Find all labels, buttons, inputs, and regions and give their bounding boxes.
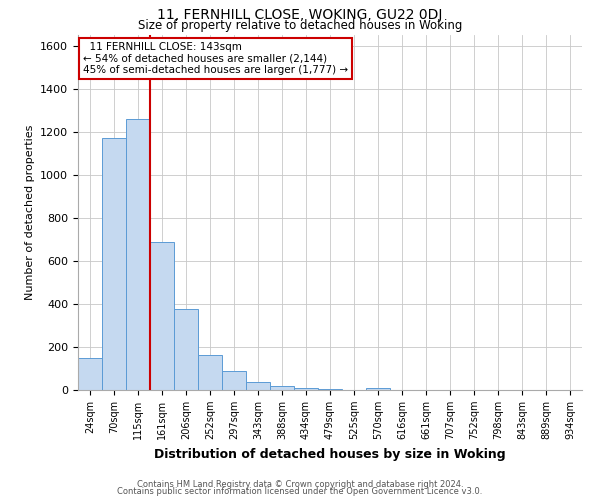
Text: 11, FERNHILL CLOSE, WOKING, GU22 0DJ: 11, FERNHILL CLOSE, WOKING, GU22 0DJ [157, 8, 443, 22]
Bar [318, 389, 342, 390]
Bar [150, 242, 174, 390]
Bar [78, 358, 102, 390]
Y-axis label: Number of detached properties: Number of detached properties [25, 125, 35, 300]
Bar [270, 386, 294, 390]
Text: Size of property relative to detached houses in Woking: Size of property relative to detached ho… [138, 19, 462, 32]
Bar [198, 355, 222, 390]
Text: Contains HM Land Registry data © Crown copyright and database right 2024.: Contains HM Land Registry data © Crown c… [137, 480, 463, 489]
Bar [294, 388, 318, 390]
X-axis label: Distribution of detached houses by size in Woking: Distribution of detached houses by size … [154, 448, 506, 460]
Bar [174, 310, 198, 390]
Bar [246, 382, 270, 390]
Bar [222, 370, 246, 390]
Bar [102, 138, 126, 390]
Text: 11 FERNHILL CLOSE: 143sqm  
← 54% of detached houses are smaller (2,144)
45% of : 11 FERNHILL CLOSE: 143sqm ← 54% of detac… [83, 42, 348, 76]
Bar [366, 388, 390, 390]
Text: Contains public sector information licensed under the Open Government Licence v3: Contains public sector information licen… [118, 487, 482, 496]
Bar [126, 119, 150, 390]
